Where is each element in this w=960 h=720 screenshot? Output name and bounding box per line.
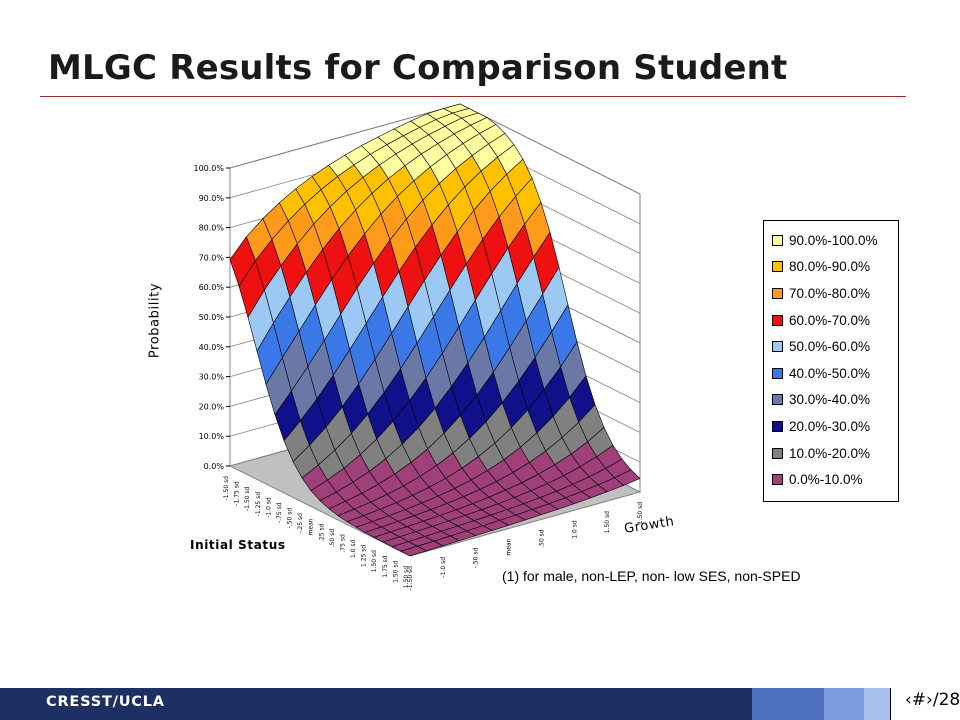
legend-item: 20.0%-30.0% [764,413,898,440]
z-tick-label: 70.0% [199,253,225,262]
z-axis-title: Probability [147,282,163,359]
chart-surface [229,103,641,557]
growth-tick-label: -.50 sd [473,548,480,569]
z-tick-label: 10.0% [199,432,225,441]
initial-status-tick-label: .25 sd [318,523,325,542]
initial-status-tick-label: mean [308,518,315,535]
surface-cell [400,545,428,557]
z-tick-label: 20.0% [199,402,225,411]
initial-status-tick-label: .50 sd [329,529,336,548]
legend-swatch [772,261,783,273]
legend-label: 20.0%-30.0% [789,418,871,434]
legend-item: 0.0%-10.0% [764,466,898,493]
footer-organization: CRESST/UCLA [46,694,165,710]
chart-legend: 90.0%-100.0% 80.0%-90.0% 70.0%-80.0% 60.0%-… [763,220,899,502]
footer-segment-dark [0,688,752,720]
footer-segment-blue [824,688,864,720]
growth-tick-label: 1.50 sd [604,511,611,533]
legend-item: 40.0%-50.0% [764,360,898,387]
legend-label: 50.0%-60.0% [789,339,871,355]
legend-label: 40.0%-50.0% [789,365,871,381]
z-tick-label: 0.0% [204,462,225,471]
growth-ticks: -1.50 sd -1.0 sd -.50 sd mean .50 sd 1.0 sd 1.… [407,502,644,591]
initial-status-tick-label: 1.75 sd [382,555,389,577]
legend-item: 50.0%-60.0% [764,333,898,360]
legend-swatch [772,234,783,246]
legend-item: 10.0%-20.0% [764,440,898,467]
initial-status-tick-label: -1.75 sd [234,481,241,506]
title-underline [40,96,906,97]
initial-status-tick-label: 1.0 sd [350,539,357,558]
growth-tick-label: 1.50 sd [637,502,644,524]
z-tick-label: 90.0% [199,194,225,203]
initial-status-tick-label: -1.50 sd [244,486,251,511]
slide-title: MLGC Results for Comparison Student [48,48,788,88]
legend-item: 30.0%-40.0% [764,387,898,414]
initial-status-tick-label: -.75 sd [276,502,283,523]
z-axis-ticks: 0.0% 10.0% 20.0% 30.0% 40.0% 50.0% 60.0% 70.0% 8… [193,164,230,471]
footer-bar [0,688,960,720]
footer-segment-mid [752,688,824,720]
legend-swatch [772,447,783,459]
z-tick-label: 50.0% [199,313,225,322]
growth-tick-label: mean [506,538,513,555]
initial-status-tick-label: -.50 sd [286,508,293,529]
legend-label: 60.0%-70.0% [789,312,871,328]
legend-label: 0.0%-10.0% [789,472,863,488]
legend-swatch [772,394,783,406]
legend-label: 10.0%-20.0% [789,445,871,461]
z-tick-label: 80.0% [199,224,225,233]
initial-status-tick-label: 1.50 sd [392,560,399,582]
z-tick-label: 30.0% [199,373,225,382]
page-number-box [890,688,960,720]
initial-status-ticks: -1.50 sd -1.75 sd -1.50 sd -1.25 sd -1.0 sd -… [223,476,410,588]
initial-status-tick-label: 1.25 sd [361,545,368,567]
chart-footnote: (1) for male, non-LEP, non- low SES, non… [502,568,801,584]
legend-item: 90.0%-100.0% [764,227,898,254]
legend-label: 30.0%-40.0% [789,392,871,408]
page-number: ‹#›/28 [905,690,960,710]
legend-swatch [772,420,783,432]
growth-tick-label: .50 sd [538,529,545,548]
z-tick-label: 60.0% [199,283,225,292]
x-axis-title: Initial Status [190,538,286,552]
initial-status-tick-label: -.25 sd [297,513,304,534]
z-tick-label: 100.0% [193,164,224,173]
legend-label: 80.0%-90.0% [789,259,871,275]
initial-status-tick-label: -1.25 sd [255,492,262,517]
legend-item: 70.0%-80.0% [764,280,898,307]
initial-status-tick-label: 1.50 sd [403,566,410,588]
legend-swatch [772,367,783,379]
growth-tick-label: -1.50 sd [407,566,414,591]
initial-status-tick-label: -1.50 sd [223,476,230,501]
footer-segment-light [864,688,890,720]
initial-status-tick-label: -1.0 sd [265,497,272,518]
growth-tick-label: 1.0 sd [571,520,578,539]
legend-item: 80.0%-90.0% [764,254,898,281]
legend-item: 60.0%-70.0% [764,307,898,334]
legend-swatch [772,287,783,299]
growth-tick-label: -1.0 sd [440,557,447,578]
legend-swatch [772,341,783,353]
legend-label: 90.0%-100.0% [789,232,878,248]
z-tick-label: 40.0% [199,343,225,352]
legend-swatch [772,474,783,486]
initial-status-tick-label: 1.50 sd [371,550,378,572]
legend-swatch [772,314,783,326]
initial-status-tick-label: .75 sd [340,534,347,553]
legend-label: 70.0%-80.0% [789,285,871,301]
